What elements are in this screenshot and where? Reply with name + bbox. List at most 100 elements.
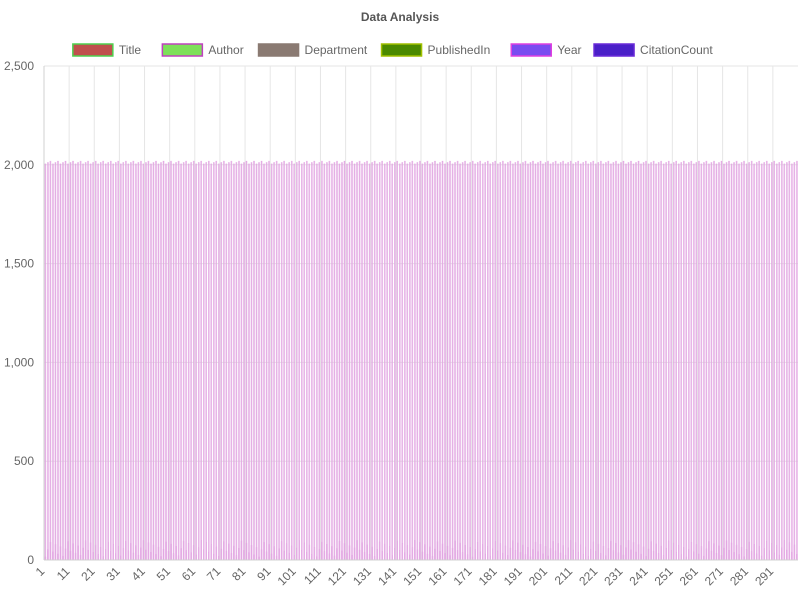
bar-citationcount [642, 546, 645, 561]
bar-year [303, 162, 306, 561]
bar-citationcount [298, 540, 300, 561]
bar-year [605, 162, 607, 561]
bar-citationcount [328, 553, 331, 561]
x-tick-label: 71 [204, 564, 224, 584]
bar-citationcount [218, 556, 220, 561]
bar-citationcount [786, 549, 788, 561]
bar-citationcount [265, 551, 268, 561]
bar-citationcount [562, 545, 564, 561]
bar-citationcount [311, 554, 313, 561]
x-tick-label: 141 [375, 564, 399, 588]
bar-citationcount [479, 551, 481, 561]
bar-year [145, 162, 147, 561]
bar-citationcount [464, 545, 466, 561]
bar-year [162, 160, 165, 561]
bar-year [569, 160, 572, 561]
bar-year [49, 160, 52, 561]
bar-citationcount [343, 543, 346, 561]
bar-year [404, 160, 406, 561]
bar-citationcount [409, 554, 411, 561]
legend-item-author[interactable]: Author [161, 43, 244, 57]
bar-citationcount [167, 551, 170, 561]
bar-citationcount [250, 545, 253, 561]
legend-swatch [257, 43, 300, 57]
bar-citationcount [522, 544, 524, 561]
legend-swatch [161, 43, 204, 57]
bar-citationcount [574, 542, 577, 561]
bar-citationcount [245, 542, 248, 561]
legend-item-citationcount[interactable]: CitationCount [593, 43, 713, 57]
bar-year [238, 160, 240, 561]
bar-citationcount [615, 543, 617, 561]
bar-year [502, 160, 504, 561]
bar-citationcount [406, 545, 409, 561]
bar-citationcount [507, 555, 509, 561]
legend-swatch [72, 43, 114, 57]
bar-year [122, 162, 125, 561]
bar-citationcount [723, 547, 725, 561]
bar-citationcount [660, 545, 662, 561]
bar-citationcount [718, 545, 720, 561]
bar-year [750, 160, 753, 561]
bar-citationcount [230, 553, 233, 561]
bar-citationcount [632, 542, 635, 561]
bar-year [592, 160, 595, 561]
x-tick-label: 1 [33, 564, 48, 579]
bar-year [622, 160, 625, 561]
bar-citationcount [371, 546, 373, 561]
bar-year [64, 160, 67, 561]
bar-year [559, 162, 562, 561]
bar-citationcount [373, 556, 376, 561]
bar-year [562, 160, 564, 561]
bar-citationcount [675, 552, 677, 561]
x-tick-label: 281 [727, 564, 751, 588]
legend-item-department[interactable]: Department [257, 43, 368, 57]
bar-citationcount [509, 547, 512, 561]
bar-year [471, 160, 474, 561]
bar-year [160, 162, 162, 561]
bar-citationcount [99, 547, 102, 561]
bar-year [243, 162, 245, 561]
bar-citationcount [301, 549, 303, 561]
bar-citationcount [165, 541, 167, 561]
bar-year [77, 162, 79, 561]
bar-year [439, 162, 441, 561]
x-tick-label: 131 [350, 564, 374, 588]
bar-citationcount [429, 546, 431, 561]
y-tick-label: 2,500 [4, 59, 34, 73]
legend-item-publishedin[interactable]: PublishedIn [380, 43, 491, 57]
bar-year [650, 162, 652, 561]
bar-citationcount [74, 552, 77, 561]
bar-citationcount [182, 540, 185, 561]
bar-citationcount [680, 554, 683, 561]
bar-year [336, 160, 338, 561]
bar-citationcount [476, 542, 479, 561]
bar-citationcount [771, 543, 773, 561]
bar-citationcount [318, 549, 321, 561]
bar-year [652, 160, 655, 561]
bar-year [441, 160, 444, 561]
x-tick-label: 221 [576, 564, 600, 588]
bar-year [409, 162, 411, 561]
bar-year [597, 162, 600, 561]
legend-item-title[interactable]: Title [72, 43, 142, 57]
bar-citationcount [534, 541, 537, 561]
x-tick-label: 41 [129, 564, 149, 584]
bar-citationcount [64, 548, 67, 561]
bar-citationcount [383, 543, 386, 561]
legend-item-year[interactable]: Year [510, 43, 582, 57]
x-tick-label: 101 [275, 564, 299, 588]
x-axis: 1 11 21 31 41 51 61 71 81 91 101 111 121 131 141 151 161… [33, 559, 798, 588]
bar-year [469, 162, 471, 561]
bar-year [771, 162, 773, 561]
bar-year [268, 160, 270, 561]
bar-citationcount [303, 542, 306, 561]
x-tick-label: 251 [652, 564, 676, 588]
legend[interactable]: Title Author Department PublishedIn Year Cita… [72, 43, 714, 57]
bar-citationcount [567, 547, 569, 561]
chart-title: Data Analysis [361, 10, 440, 24]
bar-year [665, 162, 667, 561]
bar-year [223, 160, 225, 561]
bar-year [630, 160, 632, 561]
